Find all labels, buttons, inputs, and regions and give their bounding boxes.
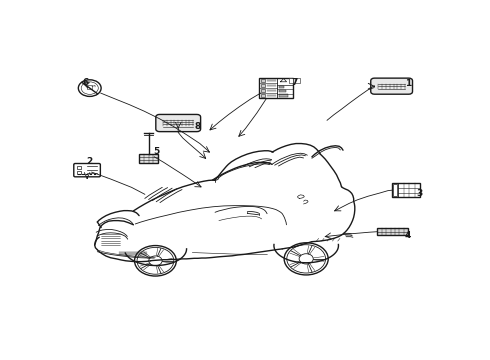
Text: 2: 2: [86, 157, 93, 166]
Bar: [279, 94, 289, 97]
Text: 3: 3: [416, 189, 423, 198]
FancyBboxPatch shape: [259, 78, 293, 98]
Bar: [87, 85, 92, 90]
FancyBboxPatch shape: [140, 154, 158, 163]
Bar: [77, 166, 81, 169]
Text: 7: 7: [292, 77, 298, 86]
FancyBboxPatch shape: [392, 183, 420, 197]
Bar: [393, 184, 396, 196]
FancyBboxPatch shape: [377, 228, 408, 235]
Text: 4: 4: [404, 230, 411, 239]
Text: 1: 1: [405, 79, 412, 88]
Bar: [77, 171, 81, 174]
FancyBboxPatch shape: [371, 78, 413, 94]
FancyBboxPatch shape: [156, 114, 200, 132]
Bar: [261, 79, 265, 82]
Bar: [261, 84, 265, 87]
Bar: [261, 89, 265, 92]
Text: 5: 5: [153, 147, 159, 156]
Bar: [279, 86, 284, 88]
FancyBboxPatch shape: [74, 163, 100, 177]
Bar: [289, 78, 294, 83]
Text: 8: 8: [195, 122, 201, 131]
Text: 6: 6: [82, 78, 89, 87]
Bar: [261, 94, 265, 97]
Bar: [279, 90, 287, 93]
Bar: [295, 78, 299, 83]
